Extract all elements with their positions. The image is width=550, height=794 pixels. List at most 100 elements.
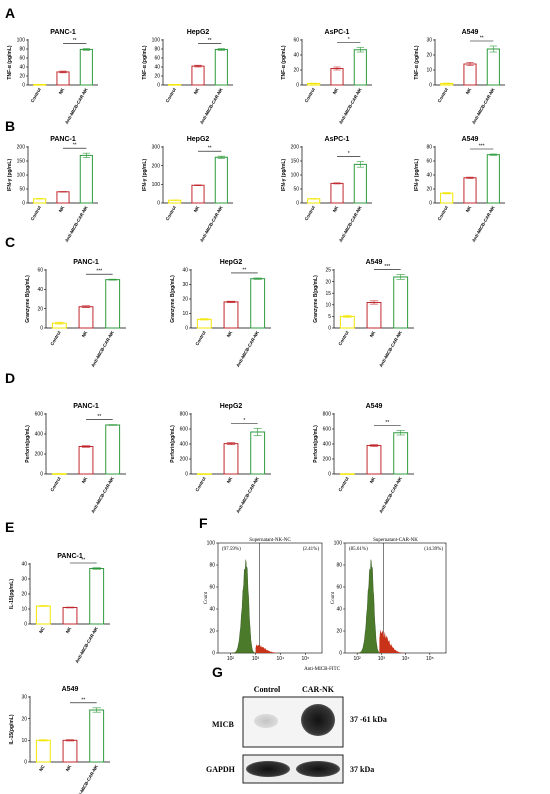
category-label: Anti-MICB-CAR-NK — [90, 475, 115, 514]
y-tick-label: 40 — [37, 287, 43, 293]
y-tick-label: 0 — [40, 472, 43, 478]
bar-car — [79, 48, 93, 86]
y-tick-label: 40 — [293, 53, 299, 59]
category-label: NK — [193, 86, 201, 95]
category-label: Anti-MICB-CAR-NK — [471, 204, 496, 243]
y-tick-label: 30 — [21, 577, 27, 583]
chart-title: PANC-1 — [50, 29, 76, 36]
category-label: NK — [332, 204, 340, 213]
chart-title: HepG2 — [220, 259, 243, 266]
y-tick-label: 600 — [35, 412, 44, 418]
category-label: NK — [332, 86, 340, 95]
y-tick-label: 20 — [426, 187, 432, 193]
y-tick-label: 300 — [152, 145, 161, 151]
y-tick-label: 5 — [328, 314, 331, 320]
y-axis-label: Granzyme B(pg/mL) — [313, 275, 319, 323]
y-tick-label: 100 — [17, 38, 26, 44]
category-label: Control — [304, 87, 316, 103]
y-tick-label: 0 — [157, 201, 160, 207]
chart-b-aspc-1: AsPC-1 IFN-γ (pg/mL) 0 50 100 150 200 Control NK… — [281, 136, 372, 243]
chart-title: A549 — [62, 686, 79, 693]
flow-right-percent: (14.39%) — [424, 547, 443, 552]
y-axis-label: Perforin(pg/mL) — [313, 425, 319, 463]
y-tick-label: 100 — [17, 173, 26, 179]
blot-row-size-gapdh: 37 kDa — [350, 765, 374, 774]
category-label: NC — [38, 763, 46, 772]
y-tick-label: 40 — [19, 65, 25, 71]
flow-plot-2: Supernatant-CAR-NK (85.61%) (14.39%) 0 20 40 6… — [331, 538, 447, 662]
category-label: Anti-MICB-CAR-NK — [471, 86, 496, 125]
bar-control — [307, 198, 321, 204]
chart-title: A549 — [366, 259, 383, 266]
bar-car — [89, 709, 105, 763]
flow-x-tick-label: 10³ — [252, 656, 260, 662]
bar-nk — [330, 68, 344, 86]
y-tick-label: 10 — [182, 311, 188, 317]
y-tick-label: 60 — [154, 56, 160, 62]
y-tick-label: 0 — [24, 760, 27, 766]
chart-c-hepg2: HepG2 Granzyme B(pg/mL) 0 10 20 30 40 Control NK… — [170, 259, 271, 368]
y-tick-label: 30 — [21, 695, 27, 701]
y-tick-label: 100 — [152, 38, 161, 44]
y-axis-label: IFN-γ (pg/mL) — [7, 159, 13, 192]
category-label: NK — [193, 204, 201, 213]
y-tick-label: 0 — [429, 83, 432, 89]
y-tick-label: 0 — [296, 201, 299, 207]
category-label: Anti-MICB-CAR-NK — [235, 475, 260, 514]
y-axis-label: IFN-γ (pg/mL) — [281, 159, 287, 192]
y-axis-label: TNF-α (pg/mL) — [7, 45, 13, 80]
y-tick-label: 40 — [426, 173, 432, 179]
y-tick-label: 20 — [293, 68, 299, 74]
significance-label: *** — [384, 264, 390, 270]
y-tick-label: 15 — [325, 291, 331, 297]
category-label: Anti-MICB-CAR-NK — [338, 86, 363, 125]
y-tick-label: 400 — [323, 442, 332, 448]
y-tick-label: 25 — [325, 268, 331, 274]
y-tick-label: 80 — [154, 47, 160, 53]
category-label: Control — [49, 330, 61, 346]
y-tick-label: 200 — [323, 457, 332, 463]
y-tick-label: 50 — [293, 187, 299, 193]
category-label: Control — [337, 330, 349, 346]
category-label: Anti-MICB-CAR-NK — [74, 763, 99, 794]
significance-label: ** — [81, 697, 85, 703]
flow-histogram-positive — [255, 644, 292, 653]
chart-b-a549: A549 IFN-γ (pg/mL) 0 20 40 60 80 Control NKAnti-… — [414, 136, 505, 243]
y-axis-label: IL-15(pg/mL) — [9, 579, 15, 609]
flow-y-tick-label: 60 — [336, 585, 342, 591]
chart-d-a549: A549 Perforin(pg/mL) 0 200 400 600 800 Control N… — [313, 403, 414, 514]
y-axis-label: IL-15(pg/mL) — [9, 714, 15, 744]
flow-plot-1: Supernatant-NK-NC (97.59%) (2.41%) 0 20 40 60 8… — [204, 538, 323, 662]
chart-e-panc-1: PANC-1 IL-15(pg/mL) 0 10 20 30 40 NC NK Anti-MICB… — [9, 553, 110, 664]
y-tick-label: 50 — [19, 187, 25, 193]
bar-nk — [223, 443, 239, 475]
y-tick-label: 200 — [291, 145, 300, 151]
flow-x-tick-label: 10² — [227, 656, 235, 662]
flow-y-tick-label: 0 — [339, 651, 342, 657]
category-label: Anti-MICB-CAR-NK — [378, 329, 403, 368]
y-tick-label: 400 — [35, 432, 44, 438]
y-axis-label: TNF-α (pg/mL) — [414, 45, 420, 80]
chart-b-panc-1: PANC-1 IFN-γ (pg/mL) 0 50 100 150 200 Control NK… — [7, 136, 98, 243]
y-tick-label: 60 — [426, 159, 432, 165]
chart-title: PANC-1 — [50, 136, 76, 143]
flow-x-tick-label: 10⁵ — [426, 656, 434, 662]
significance-label: *** — [479, 144, 485, 150]
category-label: Control — [49, 476, 61, 492]
category-label: Control — [165, 205, 177, 221]
panel-letter-c: C — [5, 234, 15, 250]
bar-nk — [78, 446, 94, 475]
bar-car — [105, 279, 121, 329]
chart-a-hepg2: HepG2 TNF-α (pg/mL) 0 20 40 60 80 100 Control NKA… — [142, 29, 233, 125]
y-tick-label: 200 — [180, 457, 189, 463]
category-label: Control — [194, 476, 206, 492]
significance-label: ** — [208, 146, 212, 152]
category-label: Control — [304, 205, 316, 221]
y-tick-label: 10 — [426, 68, 432, 74]
significance-label: * — [243, 418, 245, 424]
y-tick-label: 20 — [325, 279, 331, 285]
y-tick-label: 0 — [328, 472, 331, 478]
category-label: Anti-MICB-CAR-NK — [64, 204, 89, 243]
flow-x-tick-label: 10⁴ — [277, 656, 285, 662]
y-axis-label: Granzyme B(pg/mL) — [25, 275, 31, 323]
